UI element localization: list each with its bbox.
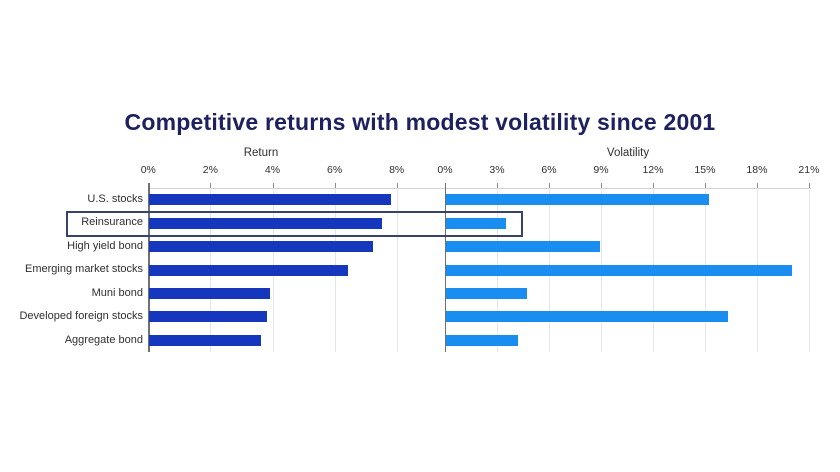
tick-mark-volatility-15pct xyxy=(704,183,706,188)
chart-title: Competitive returns with modest volatili… xyxy=(124,109,716,135)
tick-label-return-4pct: 4% xyxy=(264,164,281,176)
tick-mark-volatility-3pct xyxy=(496,183,498,188)
bar-volatility-muni-bond xyxy=(445,287,528,299)
tick-label-return-6pct: 6% xyxy=(327,164,343,176)
bar-volatility-developed-foreign-stocks xyxy=(445,311,729,323)
bar-volatility-high-yield-bond xyxy=(445,241,600,253)
tick-mark-volatility-6pct xyxy=(548,183,550,188)
category-label-reinsurance: Reinsurance xyxy=(81,216,143,229)
category-label-developed-foreign-stocks: Developed foreign stocks xyxy=(19,310,143,323)
tick-label-return-2pct: 2% xyxy=(202,164,218,176)
bar-return-high-yield-bond xyxy=(149,241,373,253)
bar-return-u-s-stocks xyxy=(149,194,392,206)
category-label-muni-bond: Muni bond xyxy=(91,286,143,299)
tick-mark-volatility-18pct xyxy=(756,183,758,188)
bar-return-reinsurance xyxy=(149,217,382,229)
bar-return-aggregate-bond xyxy=(149,334,261,346)
tick-label-volatility-0pct: 0% xyxy=(437,164,453,176)
bar-volatility-emerging-market-stocks xyxy=(445,264,793,276)
category-label-aggregate-bond: Aggregate bond xyxy=(64,333,143,346)
tick-label-volatility-3pct: 3% xyxy=(489,164,505,176)
bar-volatility-aggregate-bond xyxy=(445,334,519,346)
tick-mark-return-4pct xyxy=(272,183,274,188)
gridline-return-8pct xyxy=(396,188,398,352)
tick-mark-volatility-9pct xyxy=(600,183,602,188)
bar-return-emerging-market-stocks xyxy=(149,264,348,276)
axis-line-return xyxy=(148,183,150,352)
bar-return-muni-bond xyxy=(149,287,271,299)
tick-mark-return-2pct xyxy=(210,183,212,188)
highlight-box-reinsurance xyxy=(66,210,523,237)
bar-volatility-u-s-stocks xyxy=(445,194,710,206)
tick-label-volatility-12pct: 12% xyxy=(642,164,664,176)
tick-label-volatility-18pct: 18% xyxy=(746,164,768,176)
axis-title-volatility: Volatility xyxy=(606,147,650,159)
tick-label-volatility-15pct: 15% xyxy=(694,164,716,176)
axis-title-return: Return xyxy=(243,147,279,159)
tick-mark-volatility-21pct xyxy=(808,183,810,188)
tick-mark-volatility-12pct xyxy=(652,183,654,188)
tick-label-volatility-21pct: 21% xyxy=(798,164,820,176)
tick-label-return-8pct: 8% xyxy=(389,164,405,176)
plot-top-border xyxy=(148,188,811,189)
category-label-emerging-market-stocks: Emerging market stocks xyxy=(25,263,143,276)
category-label-u-s-stocks: U.S. stocks xyxy=(87,193,143,205)
tick-mark-return-6pct xyxy=(334,183,336,188)
category-label-high-yield-bond: High yield bond xyxy=(67,239,143,252)
tick-label-return-0pct: 0% xyxy=(140,164,156,176)
tick-label-volatility-9pct: 9% xyxy=(593,164,609,176)
tick-label-volatility-6pct: 6% xyxy=(541,164,557,176)
gridline-volatility-21pct xyxy=(808,188,810,352)
tick-mark-return-8pct xyxy=(396,183,398,188)
bar-return-developed-foreign-stocks xyxy=(149,311,267,323)
bar-volatility-reinsurance xyxy=(445,217,507,229)
